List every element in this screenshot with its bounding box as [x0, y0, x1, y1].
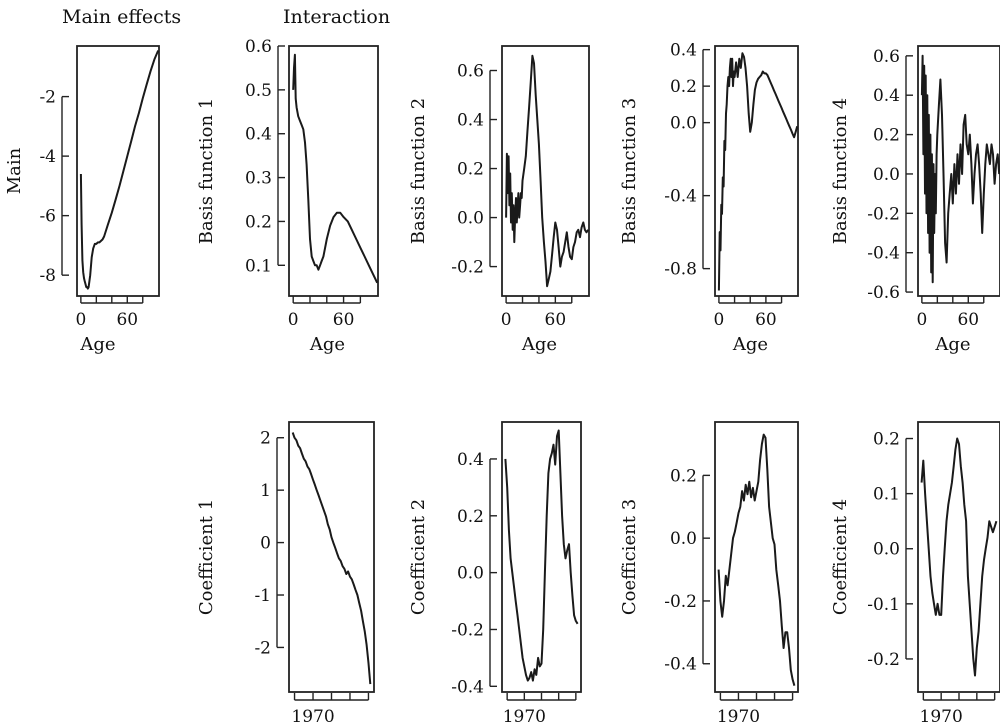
c2-y-tick-label: 0.0 — [457, 564, 484, 584]
c3-y-tick-label: 0.2 — [670, 466, 697, 486]
bf3-y-tick-label: -0.4 — [664, 187, 697, 207]
c4-series-line — [920, 437, 998, 677]
c1-y-tick-label: -1 — [254, 586, 271, 606]
bf3-frame — [714, 45, 799, 297]
c1-y-tick-label: 1 — [260, 481, 271, 501]
c1-series-line — [291, 432, 372, 685]
c3-y-tick-label: -0.2 — [664, 592, 697, 612]
bf4-y-axis-label: Basis function 4 — [830, 98, 851, 244]
bf4-y-tick-label: 0.2 — [873, 126, 900, 146]
bf3-y-axis-label: Basis function 3 — [619, 98, 640, 244]
bf2-y-axis-label: Basis function 2 — [408, 98, 429, 244]
bf4-frame — [917, 45, 1000, 297]
c1-y-axis-label: Coefficient 1 — [196, 499, 217, 615]
bf1-x-tick-label: 0 — [288, 310, 299, 330]
c4-y-tick-label: -0.2 — [867, 650, 900, 670]
c2-y-tick-label: 0.4 — [457, 450, 484, 470]
c4-y-tick-label: 0.2 — [873, 430, 900, 450]
bf2-x-tick-label: 60 — [545, 310, 567, 330]
c2-y-tick-label: 0.2 — [457, 507, 484, 527]
bf2-y-tick-label: 0.2 — [457, 160, 484, 180]
main-series-line — [79, 50, 159, 290]
bf2-x-axis-label: Age — [521, 334, 557, 355]
bf1-y-tick-label: 0.5 — [245, 81, 272, 101]
bf4-x-tick-label: 60 — [957, 310, 979, 330]
bf1-x-axis-label: Age — [309, 334, 345, 355]
bf4-x-axis-label: Age — [934, 334, 970, 355]
bf2-y-tick-label: 0.4 — [457, 111, 484, 131]
interaction-header: Interaction — [283, 6, 391, 28]
bf3-series-line — [717, 52, 798, 291]
c1-frame — [288, 421, 375, 693]
c2-y-axis-label: Coefficient 2 — [408, 499, 429, 615]
bf4-x-tick-label: 0 — [916, 310, 927, 330]
main-x-tick-label: 0 — [75, 310, 86, 330]
c4-x-tick-label: 1970 — [920, 707, 963, 727]
bf4-y-tick-label: 0.4 — [873, 86, 900, 106]
bf3-y-tick-label: -0.8 — [664, 260, 697, 280]
c4-y-tick-label: -0.1 — [867, 595, 900, 615]
bf4-y-tick-label: -0.6 — [867, 283, 900, 303]
c3-series-line — [717, 433, 796, 686]
bf3-x-tick-label: 60 — [755, 310, 777, 330]
bf3-y-tick-label: 0.0 — [670, 114, 697, 134]
bf2-y-tick-label: -0.2 — [451, 258, 484, 278]
main-x-tick-label: 60 — [116, 310, 138, 330]
c4-y-axis-label: Coefficient 4 — [830, 499, 851, 615]
main-y-tick-label: -8 — [39, 266, 56, 286]
main-x-axis-label: Age — [79, 334, 115, 355]
c1-y-tick-label: 0 — [260, 534, 271, 554]
c3-y-axis-label: Coefficient 3 — [619, 499, 640, 615]
bf4-y-tick-label: 0.0 — [873, 165, 900, 185]
main-effects-header: Main effects — [62, 6, 182, 28]
c4-y-tick-label: 0.0 — [873, 540, 900, 560]
bf4-y-tick-label: -0.4 — [867, 244, 900, 264]
c1-y-tick-label: -2 — [254, 638, 271, 658]
bf4-y-tick-label: 0.6 — [873, 47, 900, 67]
c1-x-tick-label: 1970 — [291, 707, 334, 727]
bf3-y-tick-label: 0.2 — [670, 77, 697, 97]
bf2-x-tick-label: 0 — [501, 310, 512, 330]
bf1-y-tick-label: 0.2 — [245, 212, 272, 232]
bf2-frame — [501, 45, 590, 297]
bf2-y-tick-label: 0.0 — [457, 209, 484, 229]
main-frame — [76, 45, 160, 297]
c2-y-tick-label: -0.2 — [451, 620, 484, 640]
main-y-tick-label: -6 — [39, 207, 56, 227]
c1-y-tick-label: 2 — [260, 429, 271, 449]
c2-frame — [501, 421, 582, 693]
bf3-y-tick-label: 0.4 — [670, 41, 697, 61]
c3-x-tick-label: 1970 — [717, 707, 760, 727]
main-y-tick-label: -4 — [39, 147, 56, 167]
bf2-series-line — [505, 54, 589, 288]
main-y-axis-label: Main — [4, 147, 25, 194]
c3-y-tick-label: 0.0 — [670, 529, 697, 549]
c4-frame — [917, 421, 1000, 693]
bf1-y-axis-label: Basis function 1 — [196, 98, 217, 244]
bf4-y-tick-label: -0.2 — [867, 204, 900, 224]
c2-x-tick-label: 1970 — [503, 707, 546, 727]
c3-frame — [714, 421, 799, 693]
bf1-frame — [288, 45, 379, 297]
bf3-x-axis-label: Age — [732, 334, 768, 355]
main-y-tick-label: -2 — [39, 88, 56, 108]
bf2-y-tick-label: 0.6 — [457, 62, 484, 82]
bf1-x-tick-label: 60 — [333, 310, 355, 330]
c4-y-tick-label: 0.1 — [873, 485, 900, 505]
bf4-series-line — [920, 54, 1000, 284]
bf1-y-tick-label: 0.3 — [245, 169, 272, 189]
bf3-x-tick-label: 0 — [714, 310, 725, 330]
c3-y-tick-label: -0.4 — [664, 655, 697, 675]
bf1-y-tick-label: 0.4 — [245, 125, 272, 145]
bf1-y-tick-label: 0.1 — [245, 256, 272, 276]
c2-y-tick-label: -0.4 — [451, 677, 484, 697]
bf1-series-line — [292, 53, 378, 284]
c2-series-line — [504, 429, 579, 682]
bf1-y-tick-label: 0.6 — [245, 37, 272, 57]
